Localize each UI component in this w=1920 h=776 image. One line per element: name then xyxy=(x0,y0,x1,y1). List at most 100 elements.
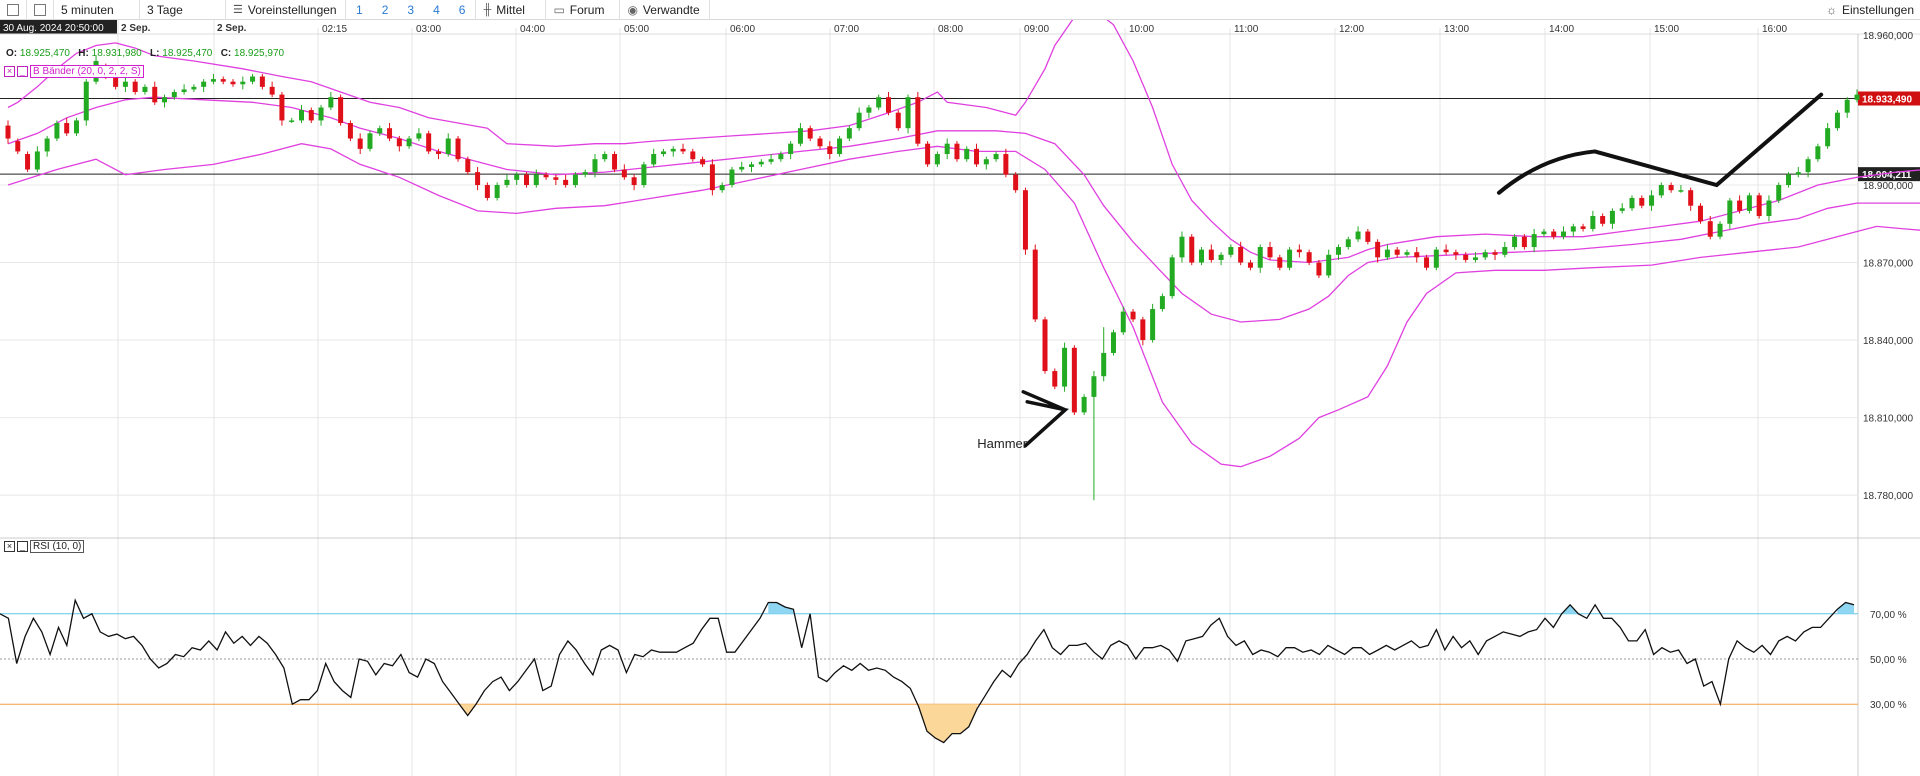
candle-body xyxy=(1766,200,1772,217)
candle-body xyxy=(1238,247,1244,263)
candle-body xyxy=(1169,257,1175,297)
quick-2[interactable]: 2 xyxy=(381,2,389,17)
quick-3[interactable]: 3 xyxy=(407,2,415,17)
candle-body xyxy=(866,107,872,113)
rsi-overbought-fill xyxy=(768,602,794,614)
candle-body xyxy=(660,151,666,155)
candle-body xyxy=(739,166,745,170)
candle-body xyxy=(387,128,393,139)
bollinger-middle xyxy=(7,96,1920,323)
candle-body xyxy=(416,133,422,139)
candle-body xyxy=(1776,185,1782,201)
candle-body xyxy=(572,174,578,186)
candle-body xyxy=(34,151,40,170)
candle-body xyxy=(837,138,843,155)
candle-body xyxy=(494,185,500,198)
high-value: 18.931,980 xyxy=(91,48,142,59)
x-tick-label: 02:15 xyxy=(322,24,347,35)
rsi-oversold-fill xyxy=(918,704,978,743)
layout-button[interactable] xyxy=(27,0,54,20)
x-tick-label: 14:00 xyxy=(1549,24,1574,35)
candle-body xyxy=(44,138,50,152)
candle-body xyxy=(1159,296,1165,310)
candle-body xyxy=(533,174,539,186)
candle-body xyxy=(1199,249,1205,263)
rsi-line xyxy=(0,598,1855,744)
candle-body xyxy=(1287,249,1293,268)
ohlc-readout: O: 18.925,470 H: 18.931,980 L: 18.925,47… xyxy=(6,48,284,59)
candle-body xyxy=(201,81,207,87)
presets-button[interactable]: ☰ Voreinstellungen xyxy=(226,0,346,20)
toolbar: 5 minuten 3 Tage ☰ Voreinstellungen 1 2 3 4 6… xyxy=(0,0,1920,20)
range-select[interactable]: 3 Tage xyxy=(140,0,226,20)
candle-body xyxy=(778,154,784,160)
y-tick-label: 18.780,000 xyxy=(1863,491,1913,502)
candle-body xyxy=(318,107,324,121)
price-level-label: 18.933,490 xyxy=(1862,94,1912,105)
candle-body xyxy=(1140,319,1146,341)
candle-body xyxy=(1570,226,1576,232)
settings-label: Einstellungen xyxy=(1841,3,1914,17)
forum-button[interactable]: ▭ Forum xyxy=(546,0,621,20)
rsi-overbought-fill xyxy=(1561,604,1579,614)
candle-body xyxy=(1062,347,1068,387)
candle-body xyxy=(1825,128,1831,147)
candle-body xyxy=(504,179,510,186)
candle-body xyxy=(895,112,901,129)
related-button[interactable]: ◉ Verwandte xyxy=(620,0,711,20)
candle-body xyxy=(1003,154,1009,175)
candle-body xyxy=(1296,249,1302,253)
candle-body xyxy=(83,81,89,121)
candle-body xyxy=(1120,311,1126,333)
quick-1[interactable]: 1 xyxy=(356,2,363,17)
candle-body xyxy=(132,81,138,93)
candle-body xyxy=(709,164,715,191)
candle-body xyxy=(426,133,432,152)
minimize-icon[interactable]: _ xyxy=(17,65,28,77)
candle-body xyxy=(347,123,353,139)
rsi-tick-label: 50,00 % xyxy=(1870,655,1907,666)
bollinger-legend-label[interactable]: B Bänder (20, 0, 2, 2, S) xyxy=(30,64,144,78)
minimize-icon[interactable]: _ xyxy=(17,540,28,552)
chat-icon: ▭ xyxy=(553,2,565,17)
candle-body xyxy=(1101,352,1107,377)
candle-body xyxy=(357,138,363,149)
price-level-label: 18.904,211 xyxy=(1862,170,1912,181)
candle-body xyxy=(543,174,549,178)
candle-body xyxy=(1629,197,1635,209)
candle-body xyxy=(1707,221,1713,237)
candle-body xyxy=(749,164,755,167)
candle-body xyxy=(1443,249,1449,253)
quick-4[interactable]: 4 xyxy=(433,2,440,17)
candle-body xyxy=(162,97,168,103)
candle-body xyxy=(1189,236,1195,263)
candle-body xyxy=(259,76,265,87)
candle-body xyxy=(1834,112,1840,129)
quick-6[interactable]: 6 xyxy=(458,2,466,17)
candle-body xyxy=(1619,208,1625,211)
candle-body xyxy=(484,185,490,198)
candle-body xyxy=(905,97,911,129)
candle-body xyxy=(621,169,627,178)
candle-body xyxy=(220,79,226,82)
close-icon[interactable]: × xyxy=(4,65,15,77)
close-icon[interactable]: × xyxy=(4,540,15,552)
forum-label: Forum xyxy=(569,2,605,17)
chart-type-label: Mittel xyxy=(496,2,525,17)
candle-body xyxy=(612,154,618,170)
chart-type-button[interactable]: ╫ Mittel xyxy=(476,0,547,20)
candle-body xyxy=(768,159,774,162)
candle-body xyxy=(1688,190,1694,206)
candle-body xyxy=(807,128,813,139)
y-tick-label: 18.900,000 xyxy=(1863,181,1913,192)
candle-body xyxy=(1697,205,1703,222)
interval-select[interactable]: 5 minuten xyxy=(54,0,140,20)
date-label-bg xyxy=(0,20,117,34)
rsi-legend-label[interactable]: RSI (10, 0) xyxy=(30,539,85,553)
candle-body xyxy=(1414,252,1420,258)
price-level-badge xyxy=(1858,167,1920,182)
settings-button[interactable]: ☼ Einstellungen xyxy=(1826,0,1914,20)
list-view-button[interactable] xyxy=(0,0,27,20)
candle-body xyxy=(171,92,177,98)
chart-area[interactable]: 02:15 03:00 04:00 05:00 06:00 07:00 08:00 09:00… xyxy=(0,20,1920,776)
